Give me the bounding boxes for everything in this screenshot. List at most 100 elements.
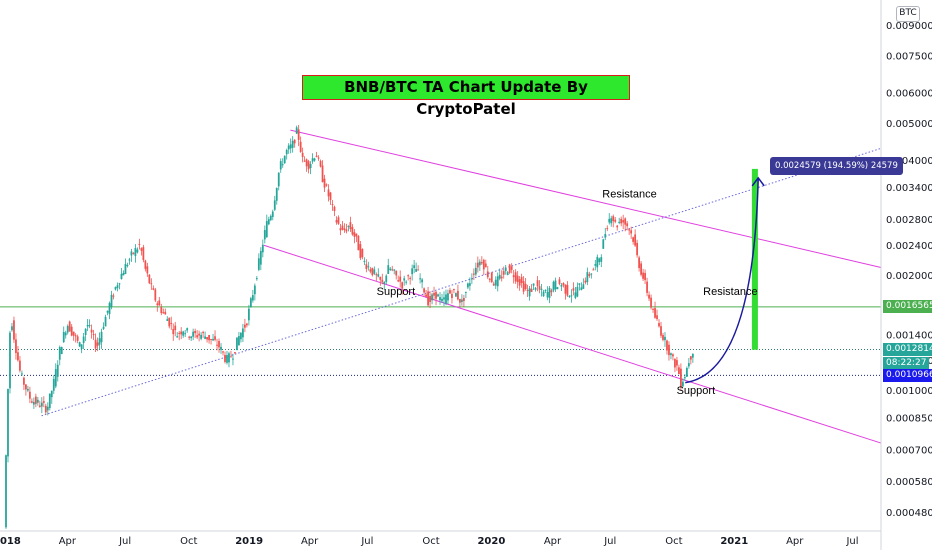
candle-body bbox=[554, 280, 557, 290]
chart-title: BNB/BTC TA Chart Update By CryptoPatel bbox=[302, 75, 630, 118]
candle-body bbox=[176, 336, 179, 338]
candle-body bbox=[309, 164, 312, 168]
trendlines bbox=[41, 129, 882, 444]
candle-body bbox=[68, 321, 71, 332]
candle-body bbox=[271, 211, 274, 217]
projection-arrow-curve bbox=[685, 177, 759, 384]
candle-body bbox=[496, 276, 499, 287]
candle-body bbox=[208, 335, 210, 341]
candle-body bbox=[224, 355, 226, 362]
candle-body bbox=[383, 281, 386, 284]
x-tick-label: Apr bbox=[301, 536, 319, 547]
candle-body bbox=[9, 332, 11, 389]
candle-body bbox=[255, 278, 258, 280]
channel-bottom-line bbox=[263, 244, 882, 444]
candle-body bbox=[25, 384, 27, 390]
candle-body bbox=[5, 455, 7, 528]
candle-body bbox=[299, 141, 302, 152]
x-tick-label: Jul bbox=[603, 536, 616, 547]
candle-body bbox=[17, 352, 19, 361]
candle-body bbox=[64, 332, 67, 336]
candle-body bbox=[94, 339, 97, 349]
candle-body bbox=[200, 334, 203, 339]
candle-body bbox=[355, 233, 358, 237]
candle-body bbox=[295, 127, 298, 134]
currency-button[interactable]: BTC bbox=[896, 6, 920, 22]
candle-body bbox=[646, 281, 648, 293]
candle-body bbox=[373, 269, 376, 274]
candle-body bbox=[40, 402, 43, 407]
candle-body bbox=[220, 346, 222, 350]
candle-body bbox=[140, 248, 143, 251]
candle-body bbox=[114, 287, 117, 290]
candle-body bbox=[325, 184, 328, 186]
candle-body bbox=[622, 220, 625, 223]
candle-body bbox=[666, 340, 668, 351]
candle-body bbox=[401, 282, 404, 289]
candle-body bbox=[263, 230, 266, 240]
x-tick-label: 2018 bbox=[0, 536, 21, 547]
candle-body bbox=[42, 401, 45, 403]
candle-body bbox=[524, 283, 527, 290]
x-tick-label: Oct bbox=[180, 536, 197, 547]
candle-body bbox=[311, 158, 314, 162]
candle-body bbox=[650, 297, 652, 308]
time-axis[interactable]: 2018 Apr Jul Oct 2019 Apr Jul Oct 2020 Apr Jul Oct 2… bbox=[0, 536, 859, 547]
candle-body bbox=[287, 145, 290, 150]
candle-body bbox=[136, 249, 139, 253]
candle-body bbox=[405, 281, 408, 283]
candle-body bbox=[341, 225, 344, 230]
target-bar-rect bbox=[751, 168, 758, 350]
candle-body bbox=[687, 363, 690, 367]
candle-body bbox=[602, 239, 605, 249]
candle-body bbox=[660, 326, 662, 336]
candle-body bbox=[138, 243, 141, 245]
candle-body bbox=[170, 322, 173, 324]
candle-body bbox=[588, 274, 591, 276]
candle-body bbox=[453, 289, 455, 291]
x-tick-label: 2019 bbox=[235, 536, 263, 547]
candle-body bbox=[385, 275, 388, 282]
candle-body bbox=[367, 266, 370, 268]
candle-body bbox=[74, 335, 77, 337]
candle-body bbox=[289, 144, 292, 149]
projection-arrow-head bbox=[751, 176, 765, 187]
candle-body bbox=[150, 283, 153, 285]
candle-body bbox=[664, 336, 666, 341]
candle-body bbox=[104, 316, 107, 327]
candle-body bbox=[676, 360, 678, 366]
candle-body bbox=[574, 292, 577, 298]
candle-body bbox=[584, 280, 587, 283]
candle-body bbox=[488, 278, 491, 280]
candle-body bbox=[158, 300, 161, 306]
candle-body bbox=[682, 381, 684, 387]
candle-body bbox=[656, 315, 658, 320]
candle-body bbox=[351, 227, 354, 235]
candle-body bbox=[598, 258, 601, 263]
candle-body bbox=[542, 291, 545, 297]
candle-body bbox=[267, 219, 270, 225]
candle-body bbox=[180, 331, 183, 335]
horizontal-levels bbox=[0, 306, 881, 376]
candle-body bbox=[470, 278, 473, 280]
candle-body bbox=[184, 333, 187, 335]
candle-body bbox=[375, 274, 378, 276]
candle-body bbox=[347, 225, 350, 227]
candle-body bbox=[389, 268, 392, 270]
candle-body bbox=[204, 336, 206, 339]
candle-body bbox=[518, 279, 521, 286]
candle-body bbox=[166, 319, 169, 321]
candle-body bbox=[21, 373, 23, 375]
candle-body bbox=[486, 271, 489, 278]
candle-body bbox=[234, 352, 236, 354]
candle-body bbox=[315, 155, 318, 158]
candle-body bbox=[122, 273, 125, 276]
candle-body bbox=[363, 260, 366, 262]
